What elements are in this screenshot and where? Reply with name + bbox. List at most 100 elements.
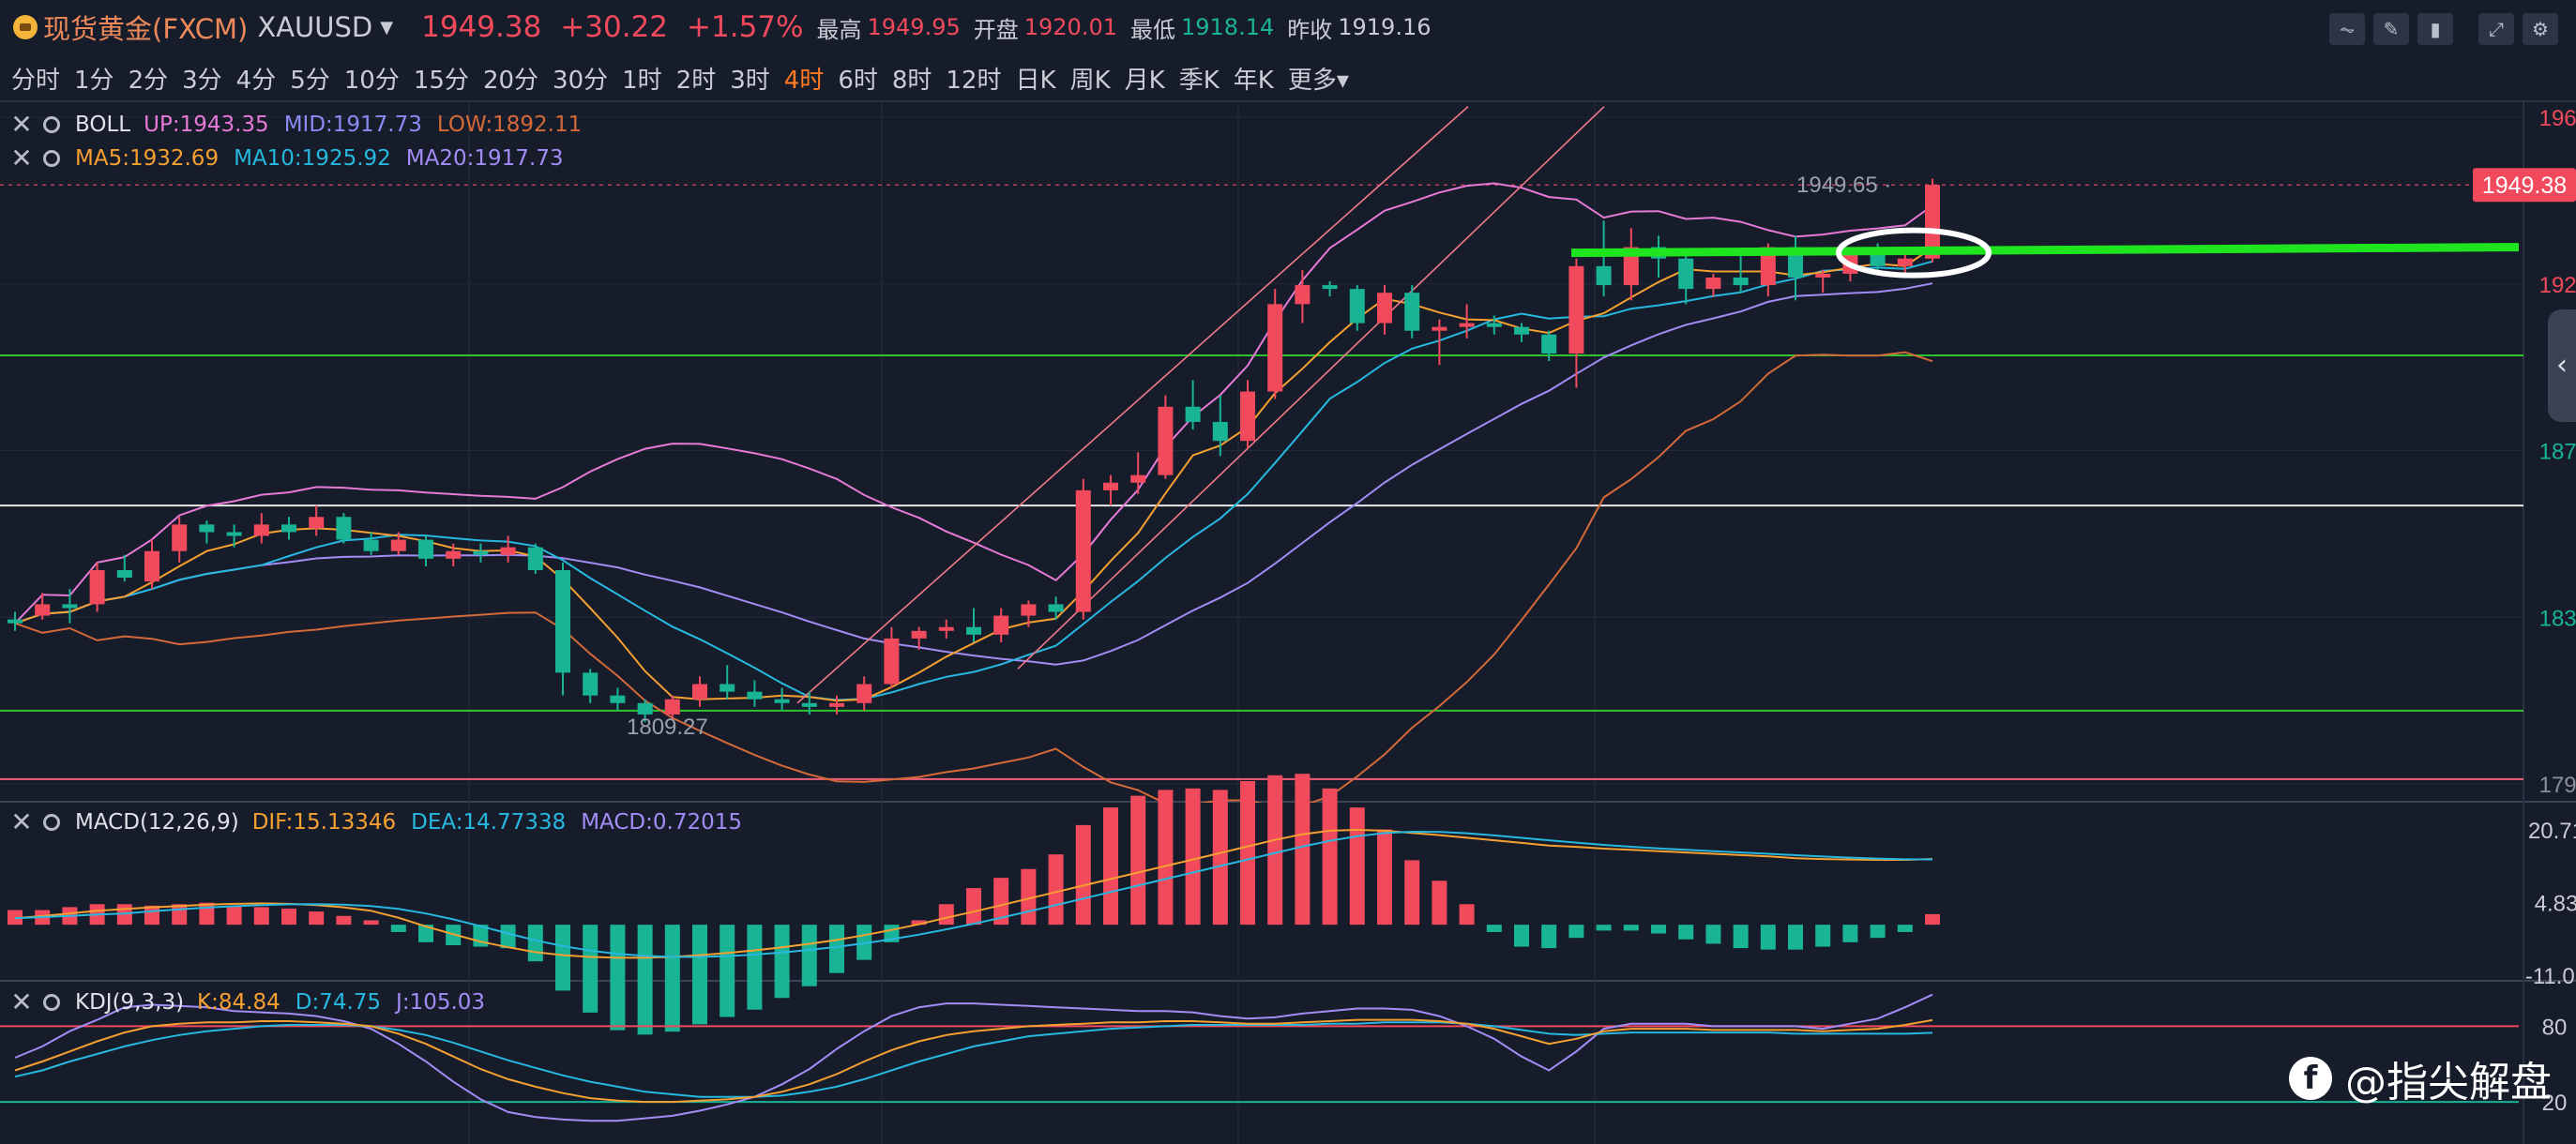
settings-icon[interactable] (43, 993, 60, 1011)
period-tab[interactable]: 1分 (74, 66, 114, 95)
settings-icon[interactable] (43, 149, 60, 167)
close-icon[interactable]: ✕ (10, 143, 33, 173)
macd-bar (336, 915, 352, 926)
macd-bar (1349, 807, 1365, 926)
indicator-tool-button[interactable]: ⏦ (2329, 13, 2365, 45)
price-change: +30.22 (560, 10, 669, 44)
period-tab[interactable]: 2时 (675, 66, 717, 95)
period-tab[interactable]: 30分 (553, 66, 609, 95)
macd-bar (418, 925, 433, 942)
period-tab[interactable]: 年K (1233, 66, 1274, 95)
chevron-left-icon: ‹ (2556, 349, 2568, 382)
main-series (8, 106, 1940, 803)
candle-body (856, 684, 872, 703)
expand-icon: ⤢ (2489, 18, 2504, 40)
prev-close-label: 昨收 (1287, 16, 1333, 43)
period-tab[interactable]: 3分 (182, 66, 222, 95)
macd-bar (1514, 925, 1529, 947)
candle-body (446, 550, 462, 559)
period-tab[interactable]: 1时 (622, 66, 662, 95)
candle-body (911, 630, 927, 639)
macd-bar (1158, 790, 1174, 926)
candle-body (1103, 482, 1118, 490)
candle-body (801, 702, 817, 707)
candle-body (1240, 391, 1255, 442)
instrument-title[interactable]: 现货黄金(FXCM) (43, 13, 249, 45)
close-icon[interactable]: ✕ (10, 109, 33, 140)
price-change-pct: +1.57% (687, 10, 804, 44)
period-tab[interactable]: 3时 (730, 66, 770, 95)
candle-body (89, 569, 105, 605)
fullscreen-button[interactable]: ⤢ (2478, 13, 2514, 45)
period-tab[interactable]: 季K (1178, 66, 1220, 95)
candle-body (116, 569, 132, 579)
macd-bar (1486, 925, 1502, 932)
macd-legend: ✕ MACD(12,26,9) DIF:15.13346 DEA:14.7733… (0, 806, 757, 837)
macd-dif: DIF:15.13346 (251, 809, 397, 835)
macd-bar (1925, 913, 1940, 926)
candle-body (692, 684, 707, 700)
macd-bar (610, 925, 626, 1031)
boll-mid: MID:1917.73 (283, 112, 422, 137)
period-tab[interactable]: 5分 (290, 66, 330, 95)
symbol-code[interactable]: XAUUSD (257, 11, 373, 43)
period-tab[interactable]: 8时 (891, 66, 932, 95)
candle-style-button[interactable]: ▮ (2417, 13, 2453, 45)
side-panel-toggle[interactable]: ‹ (2548, 309, 2576, 422)
macd-bar (664, 925, 680, 1032)
macd-bar (1897, 925, 1913, 932)
macd-bar (1678, 925, 1694, 940)
y-tick-label: 1835.59 (2539, 606, 2576, 631)
settings-icon[interactable] (43, 813, 60, 831)
macd-bar (774, 925, 790, 999)
price-tag-label: 1949.38 (2482, 173, 2567, 199)
macd-bar (253, 907, 269, 926)
macd-bar (583, 925, 599, 1013)
ma5-line (14, 247, 1933, 702)
period-tab[interactable]: 4时 (783, 66, 825, 95)
ma10-line (14, 260, 1933, 701)
settings-button[interactable]: ⚙ (2523, 13, 2558, 45)
period-tab[interactable]: 分时 (11, 66, 61, 95)
macd-bar (747, 925, 763, 1010)
macd-bar (1596, 925, 1612, 931)
period-tab[interactable]: 6时 (838, 66, 878, 95)
low-marker-label: 1809.27 (627, 715, 708, 740)
close-icon[interactable]: ✕ (10, 986, 33, 1017)
boll-name: BOLL (75, 112, 131, 137)
period-tab[interactable]: 15分 (413, 66, 469, 95)
y-tick-label: 1923.33 (2539, 273, 2576, 298)
period-tab[interactable]: 12时 (946, 66, 1002, 95)
resistance-line (1570, 243, 2520, 258)
candle-body (1486, 323, 1502, 327)
macd-bar (1130, 795, 1146, 926)
macd-bar (1322, 788, 1338, 926)
period-tab[interactable]: 月K (1124, 66, 1165, 95)
period-tab[interactable]: 日K (1015, 66, 1056, 95)
period-tab[interactable]: 4分 (235, 66, 277, 95)
gear-icon: ⚙ (2532, 18, 2549, 40)
period-tab[interactable]: 周K (1069, 66, 1111, 95)
candle-icon: ▮ (2430, 18, 2441, 40)
candle-body (884, 638, 900, 685)
candle-body (1514, 326, 1529, 335)
period-tab[interactable]: 2分 (128, 66, 169, 95)
kdj-k-line (14, 1018, 1933, 1104)
candle-body (172, 524, 188, 551)
macd-bar (720, 925, 735, 1017)
period-tab[interactable]: 10分 (343, 66, 400, 95)
close-icon[interactable]: ✕ (10, 806, 33, 837)
candle-body (35, 604, 51, 616)
price-tag (2473, 168, 2576, 203)
settings-icon[interactable] (43, 115, 60, 133)
period-tab[interactable]: 20分 (482, 66, 539, 95)
symbol-dropdown-icon[interactable]: ▼ (380, 17, 394, 38)
draw-tool-button[interactable]: ✎ (2373, 13, 2409, 45)
trend-line (1017, 106, 1605, 670)
candle-body (418, 539, 433, 559)
candle-body (1705, 277, 1721, 290)
period-tab[interactable]: 更多▾ (1287, 66, 1349, 95)
macd-bar (1432, 881, 1447, 926)
macd-bar (1459, 904, 1475, 926)
